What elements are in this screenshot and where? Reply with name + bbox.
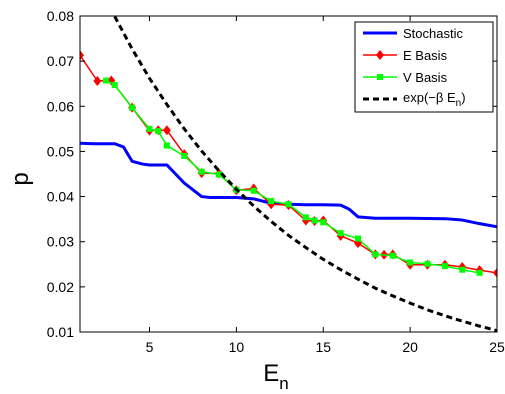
data-point-v-basis	[311, 217, 318, 224]
data-point-e-basis	[93, 76, 102, 87]
data-point-e-basis	[80, 50, 84, 61]
ticks-layer: 5 10 15 20 25 0.01 0.02 0.03 0.04 0.05 0.06 0.07 0.0…	[47, 8, 505, 355]
data-point-v-basis	[285, 201, 292, 208]
y-tick-label: 0.01	[47, 324, 74, 340]
data-point-v-basis	[216, 171, 222, 178]
data-point-v-basis	[424, 260, 431, 267]
y-tick-label: 0.07	[47, 53, 74, 69]
data-point-v-basis	[441, 263, 448, 270]
y-tick-label: 0.02	[47, 279, 74, 295]
y-axis-label: p	[7, 172, 34, 185]
data-point-v-basis	[111, 82, 118, 89]
y-tick-label: 0.08	[47, 8, 74, 24]
legend-box	[354, 21, 494, 113]
y-tick-label: 0.04	[47, 189, 74, 205]
data-point-v-basis	[389, 252, 396, 259]
data-point-v-basis	[198, 168, 205, 175]
data-point-v-basis	[320, 219, 327, 226]
legend-label-stochastic: Stochastic	[403, 26, 463, 41]
x-tick-label: 25	[489, 339, 505, 355]
legend-label-exp-close: )	[461, 90, 465, 105]
data-point-v-basis	[355, 235, 361, 242]
data-point-v-basis	[250, 187, 257, 194]
legend-label-e-basis: E Basis	[403, 48, 448, 63]
series-line-exp	[113, 16, 497, 332]
plot-area-frame	[79, 15, 498, 333]
y-tick-label: 0.05	[47, 143, 74, 159]
y-tick-label: 0.06	[47, 98, 74, 114]
data-point-e-basis	[162, 125, 171, 136]
data-point-v-basis	[268, 198, 275, 205]
y-tick-label: 0.03	[47, 234, 74, 250]
data-point-v-basis	[155, 128, 162, 135]
legend-label-exp-sub: n	[456, 98, 462, 109]
x-axis-label-sub: n	[279, 374, 288, 393]
data-point-v-basis	[129, 104, 136, 111]
data-point-v-basis	[459, 266, 466, 273]
x-tick-label: 15	[315, 339, 331, 355]
data-point-v-basis	[163, 142, 170, 149]
data-point-v-basis	[337, 230, 344, 237]
x-tick-label: 5	[146, 339, 154, 355]
data-point-e-basis	[493, 267, 497, 278]
legend-label-exp-main: exp(−β E	[403, 90, 456, 105]
x-tick-label: 10	[229, 339, 245, 355]
series-line-stochastic	[80, 141, 497, 229]
data-point-v-basis	[302, 214, 309, 221]
data-point-v-basis	[407, 259, 414, 266]
data-point-v-basis	[181, 152, 188, 159]
data-point-v-basis	[476, 269, 483, 276]
data-point-v-basis	[103, 77, 110, 84]
x-axis-label-main: E	[263, 360, 279, 387]
legend-marker-e-basis	[376, 50, 384, 60]
legend-label-exp: exp(−β En)	[403, 90, 466, 109]
data-point-v-basis	[146, 125, 153, 132]
legend: Stochastic E Basis V Basis exp(−β En)	[354, 21, 494, 113]
legend-label-v-basis: V Basis	[403, 70, 448, 85]
x-axis-label: En	[263, 360, 288, 393]
x-tick-label: 20	[402, 339, 418, 355]
data-point-v-basis	[372, 251, 379, 258]
legend-marker-v-basis	[377, 74, 383, 80]
series-layer	[80, 16, 497, 332]
